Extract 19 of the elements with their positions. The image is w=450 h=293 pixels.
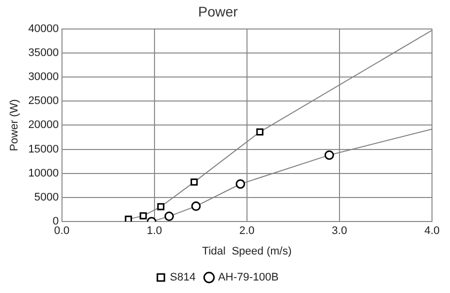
x-axis-title: Tidal Speed (m/s)	[202, 245, 292, 258]
y-axis-title: Power (W)	[8, 99, 21, 152]
y-tick-label: 5000	[34, 192, 59, 204]
y-tick-label: 35000	[28, 46, 59, 59]
legend-label: S814	[170, 272, 196, 284]
legend-label: AH-79-100B	[218, 272, 279, 284]
y-tick-label: 30000	[28, 71, 59, 84]
x-tick-label: 1.0	[146, 225, 162, 238]
x-tick-label: 3.0	[332, 225, 348, 238]
x-tick-label: 4.0	[424, 225, 440, 238]
x-tick-label: 0.0	[54, 225, 70, 238]
y-tick-label: 20000	[28, 119, 59, 132]
y-tick-label: 25000	[28, 95, 59, 108]
y-tick-label: 0	[52, 216, 59, 228]
chart-title: Power	[198, 3, 238, 20]
y-tick-label: 40000	[28, 22, 59, 35]
x-tick-label: 2.0	[239, 225, 255, 238]
y-tick-label: 10000	[28, 167, 59, 180]
y-tick-label: 15000	[28, 143, 59, 156]
